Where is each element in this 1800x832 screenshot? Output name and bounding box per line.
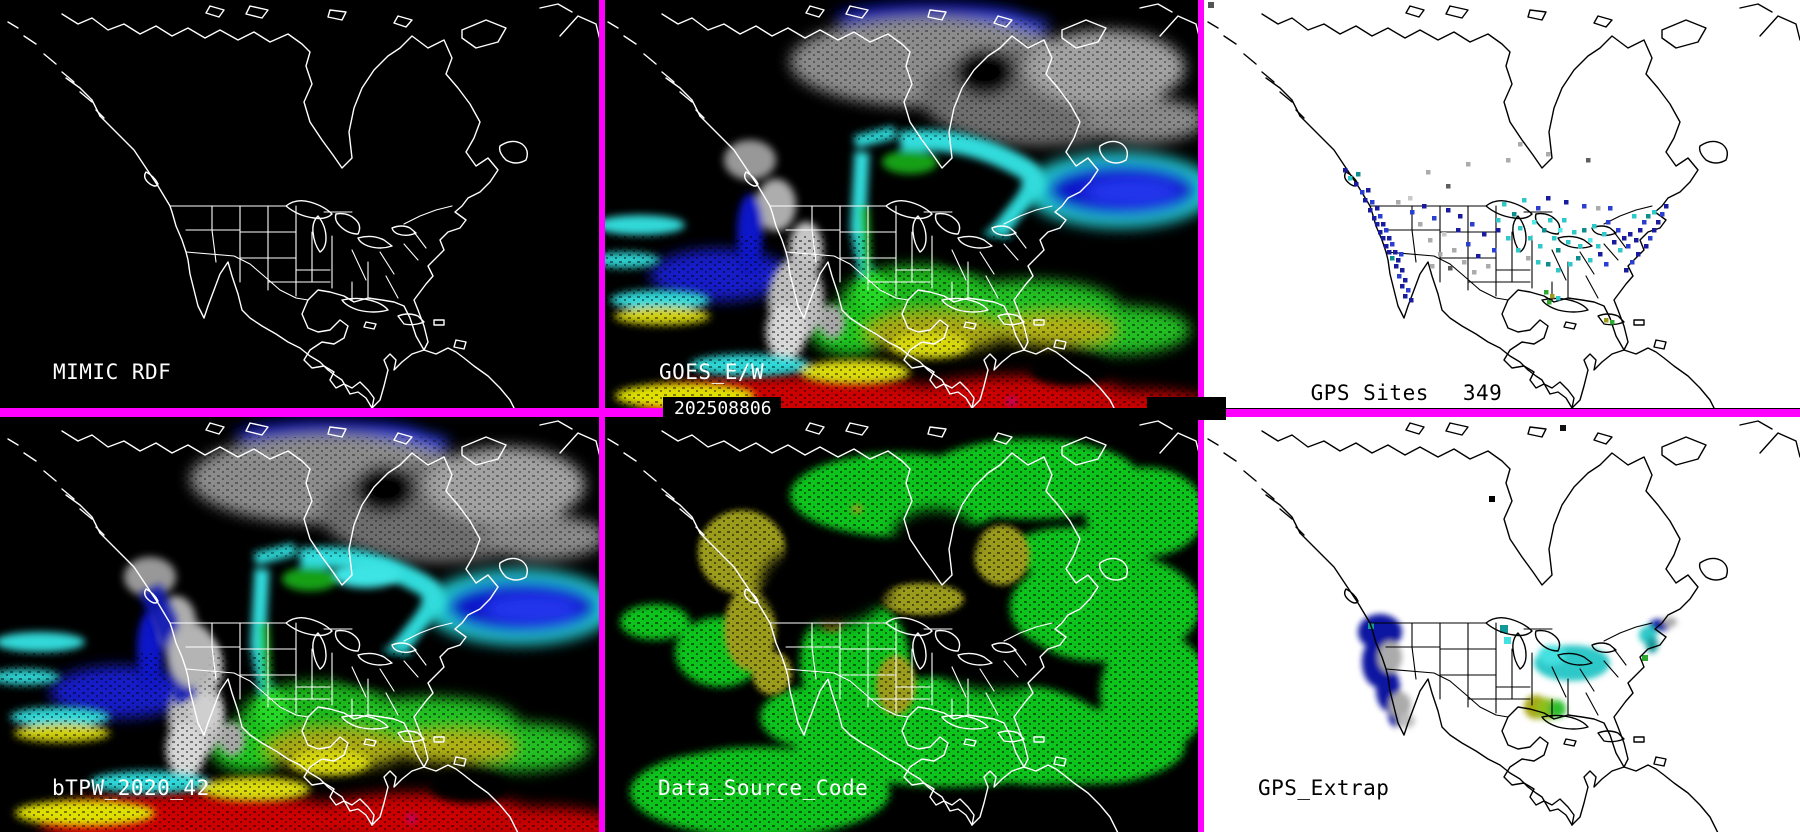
gps-sites-count: 349 — [1462, 381, 1503, 405]
gps-site-markers — [1343, 142, 1669, 325]
goes-ew-imagery — [600, 0, 1200, 408]
stray-marker-square — [1560, 425, 1566, 431]
gps-sites-map — [1207, 2, 1800, 408]
panel-data-source-code: Data_Source_Code — [600, 417, 1200, 832]
timestamp-box: 202508806 — [663, 397, 781, 420]
panel-label-gps-sites: GPS Sites 349 — [1258, 362, 1502, 408]
panel-label-btpw: bTPW_2020_42 — [52, 776, 210, 800]
mimic-rdf-map — [7, 3, 600, 408]
stray-marker-square — [1489, 496, 1495, 502]
panel-gps-extrap: GPS_Extrap — [1200, 417, 1800, 832]
panel-btpw: bTPW_2020_42 — [0, 417, 600, 832]
stray-marker-square — [1208, 2, 1214, 8]
gps-sites-label: GPS Sites — [1310, 381, 1429, 405]
panel-label-gps-extrap: GPS_Extrap — [1258, 776, 1390, 800]
panel-goes-ew: GOES_E/W — [600, 0, 1200, 408]
panel-label-data-source-code: Data_Source_Code — [658, 776, 869, 800]
gps-extrap-map — [1207, 420, 1800, 832]
btpw-imagery — [0, 417, 600, 832]
panel-mimic-rdf: MIMIC RDF — [0, 0, 600, 408]
panel-label-mimic-rdf: MIMIC RDF — [53, 360, 172, 384]
divider-horizontal-right-segment — [1225, 409, 1800, 417]
panel-gps-sites: GPS Sites 349 — [1200, 0, 1800, 408]
divider-horizontal-left-segment — [0, 408, 666, 417]
timestamp-label: 202508806 — [674, 398, 772, 419]
data-source-code-imagery — [600, 417, 1200, 832]
black-overlay-box — [1147, 397, 1226, 420]
panel-label-goes-ew: GOES_E/W — [659, 360, 765, 384]
